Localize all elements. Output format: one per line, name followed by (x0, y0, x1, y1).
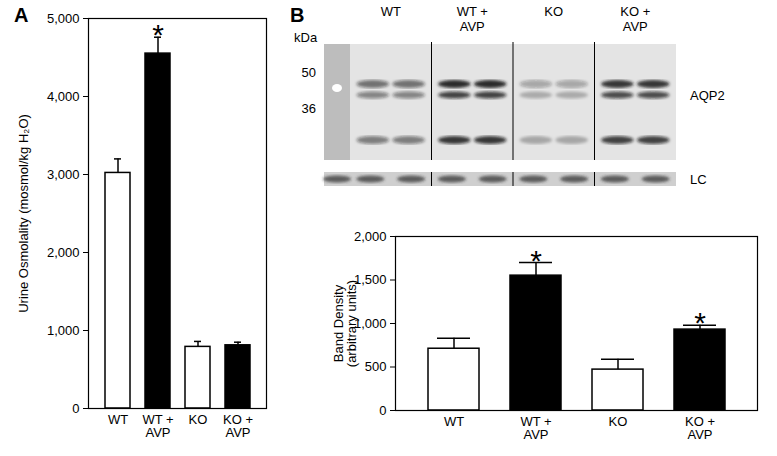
svg-text:KO +AVP: KO +AVP (223, 412, 253, 440)
svg-text:KO: KO (609, 414, 628, 429)
svg-text:WT +AVP: WT +AVP (142, 412, 173, 440)
svg-text:LC: LC (690, 172, 707, 187)
svg-text:50: 50 (302, 65, 316, 80)
svg-text:36: 36 (302, 101, 316, 116)
svg-text:KO +AVP: KO +AVP (620, 4, 650, 34)
svg-text:0: 0 (72, 401, 79, 416)
svg-text:0: 0 (379, 403, 386, 418)
svg-text:Band Density(arbitrary units): Band Density(arbitrary units) (331, 280, 359, 367)
svg-text:WT +AVP: WT +AVP (520, 414, 551, 442)
svg-text:KO +AVP: KO +AVP (685, 414, 715, 442)
svg-text:kDa: kDa (294, 30, 318, 45)
svg-text:4,000: 4,000 (47, 89, 80, 104)
svg-text:KO: KO (544, 4, 563, 19)
svg-text:WT +AVP: WT +AVP (457, 4, 488, 34)
svg-text:2,000: 2,000 (47, 245, 80, 260)
svg-text:Urine Osmolality (mosmol/kg H₂: Urine Osmolality (mosmol/kg H₂O) (16, 114, 31, 313)
svg-text:WT: WT (381, 4, 401, 19)
svg-text:KO: KO (189, 412, 208, 427)
svg-text:AQP2: AQP2 (690, 88, 725, 103)
svg-text:500: 500 (365, 359, 387, 374)
svg-text:1,500: 1,500 (354, 272, 387, 287)
html-text:A: A (14, 4, 29, 26)
svg-text:*: * (152, 18, 164, 51)
svg-text:2,000: 2,000 (354, 229, 387, 244)
svg-text:1,000: 1,000 (47, 323, 80, 338)
svg-text:*: * (694, 306, 706, 339)
svg-text:1,000: 1,000 (354, 316, 387, 331)
svg-text:5,000: 5,000 (47, 11, 80, 26)
svg-text:*: * (530, 244, 542, 277)
svg-text:WT: WT (108, 412, 128, 427)
svg-text:3,000: 3,000 (47, 167, 80, 182)
html-text:B: B (290, 4, 305, 26)
svg-text:WT: WT (444, 414, 464, 429)
